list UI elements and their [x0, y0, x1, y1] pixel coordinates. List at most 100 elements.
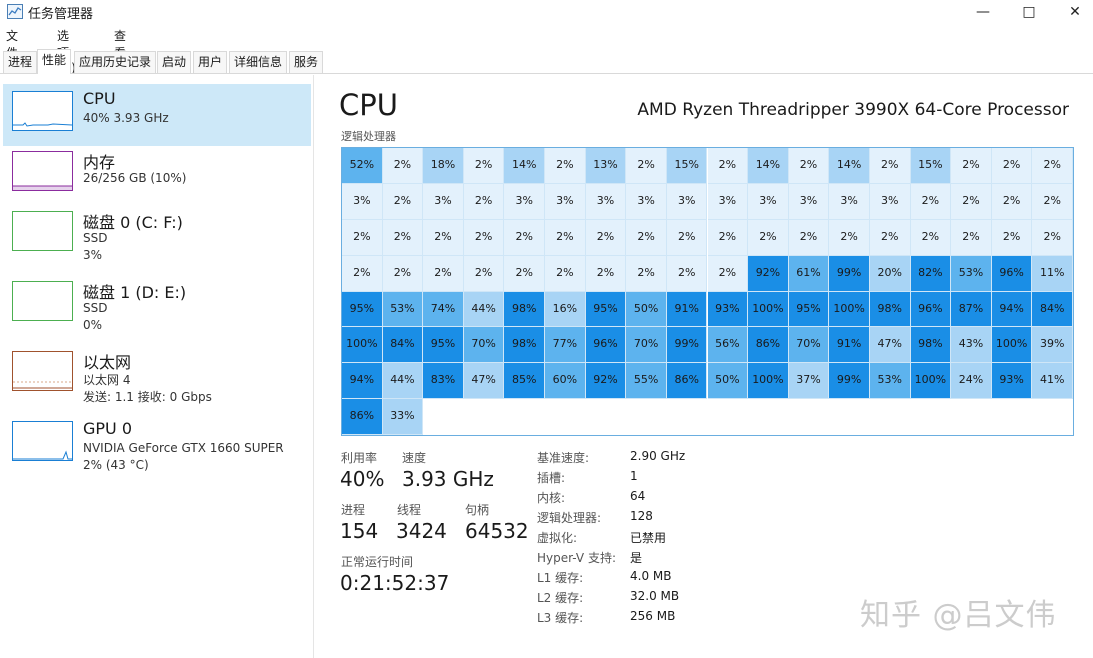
utilization-label: 利用率 — [341, 451, 378, 465]
logical-processors-label: 逻辑处理器 — [341, 130, 396, 143]
logical-processor-cell: 70% — [788, 327, 830, 364]
logical-processor-cell: 43% — [951, 327, 992, 364]
logical-processor-cell: 2% — [382, 219, 424, 256]
tab-details[interactable]: 详细信息 — [229, 51, 288, 73]
info-key: 插槽: — [537, 471, 566, 485]
logical-processor-cell: 95% — [788, 291, 830, 328]
sidebar-item-disk-1[interactable]: 磁盘 1 (D: E:) SSD 0% — [3, 274, 311, 336]
minimize-icon: — — [976, 4, 990, 20]
sidebar-item-label: 磁盘 1 (D: E:) — [83, 283, 187, 302]
page-title: CPU — [339, 88, 398, 122]
ethernet-mini-graph — [12, 351, 73, 391]
tab-users[interactable]: 用户 — [193, 51, 228, 73]
logical-processor-cell: 100% — [829, 291, 870, 328]
tab-startup[interactable]: 启动 — [157, 51, 192, 73]
logical-processor-cell: 3% — [585, 183, 627, 220]
logical-processor-cell: 3% — [545, 183, 586, 220]
tab-app-history[interactable]: 应用历史记录 — [74, 51, 157, 73]
logical-processor-cell: 3% — [423, 183, 464, 220]
tab-bar: 进程 性能 应用历史记录 启动 用户 详细信息 服务 — [0, 49, 1093, 74]
logical-processor-cell: 2% — [342, 255, 383, 292]
logical-processor-cell: 2% — [951, 183, 992, 220]
logical-processor-cell: 3% — [748, 183, 789, 220]
logical-processor-cell: 85% — [504, 363, 546, 400]
logical-processor-cell: 14% — [829, 148, 870, 184]
info-key: L3 缓存: — [537, 611, 584, 625]
logical-processor-cell: 86% — [342, 399, 383, 435]
sidebar-item-disk-0[interactable]: 磁盘 0 (C: F:) SSD 3% — [3, 204, 311, 266]
memory-mini-graph — [12, 151, 73, 191]
sidebar-item-label: 磁盘 0 (C: F:) — [83, 213, 183, 232]
logical-processor-cell: 2% — [707, 148, 749, 184]
logical-processor-cell: 15% — [666, 148, 708, 184]
info-key: 内核: — [537, 491, 566, 505]
logical-processor-cell: 100% — [748, 291, 789, 328]
tab-services[interactable]: 服务 — [289, 51, 324, 73]
info-key: 逻辑处理器: — [537, 511, 602, 525]
logical-processor-cell: 2% — [545, 219, 586, 256]
logical-processor-cell: 2% — [626, 219, 667, 256]
disk-1-mini-graph — [12, 281, 73, 321]
logical-processor-cell: 86% — [666, 363, 708, 400]
logical-processor-cell: 2% — [342, 219, 383, 256]
logical-processor-cell: 2% — [463, 148, 505, 184]
logical-processor-cell: 18% — [423, 148, 464, 184]
info-value: 1 — [630, 469, 638, 483]
info-value: 32.0 MB — [630, 589, 680, 603]
title-bar: 任务管理器 — □ ✕ — [0, 0, 1093, 26]
sidebar-item-gpu[interactable]: GPU 0 NVIDIA GeForce GTX 1660 SUPER 2% (… — [3, 414, 311, 476]
sidebar-item-memory[interactable]: 内存 26/256 GB (10%) — [3, 144, 311, 206]
logical-processor-cell: 2% — [463, 219, 505, 256]
sidebar-item-cpu[interactable]: CPU 40% 3.93 GHz — [3, 84, 311, 146]
logical-processor-cell: 11% — [1032, 255, 1073, 292]
uptime-value: 0:21:52:37 — [340, 571, 450, 595]
info-value: 是 — [630, 551, 643, 565]
logical-processor-cell: 100% — [342, 327, 383, 364]
sidebar: CPU 40% 3.93 GHz 内存 26/256 GB (10%) 磁盘 0… — [0, 75, 314, 658]
maximize-button[interactable]: □ — [1007, 0, 1051, 24]
processes-label: 进程 — [341, 503, 366, 517]
logical-processor-cell: 14% — [748, 148, 789, 184]
logical-processor-cell: 3% — [666, 183, 708, 220]
logical-processor-cell: 82% — [910, 255, 952, 292]
logical-processor-cell: 98% — [910, 327, 952, 364]
logical-processor-cell: 15% — [910, 148, 952, 184]
logical-processor-cell: 95% — [423, 327, 464, 364]
logical-processor-cell: 41% — [1032, 363, 1073, 400]
sidebar-item-detail: 26/256 GB (10%) — [83, 171, 187, 185]
logical-processor-cell: 44% — [463, 291, 505, 328]
logical-processor-cell: 20% — [869, 255, 911, 292]
logical-processor-cell: 2% — [1032, 219, 1073, 256]
logical-processor-cell: 2% — [951, 148, 992, 184]
logical-processor-cell: 2% — [504, 219, 546, 256]
logical-processor-cell: 52% — [342, 148, 383, 184]
logical-processor-cell: 61% — [788, 255, 830, 292]
logical-processor-cell: 70% — [463, 327, 505, 364]
minimize-button[interactable]: — — [961, 0, 1005, 24]
logical-processor-cell: 2% — [626, 148, 667, 184]
logical-processor-cell: 3% — [626, 183, 667, 220]
logical-processor-cell: 2% — [788, 219, 830, 256]
info-key: 基准速度: — [537, 451, 590, 465]
logical-processor-cell: 2% — [951, 219, 992, 256]
logical-processor-cell: 2% — [463, 183, 505, 220]
logical-processor-cell: 2% — [991, 148, 1033, 184]
logical-processor-cell: 99% — [829, 363, 870, 400]
logical-processor-cell: 2% — [748, 219, 789, 256]
logical-processor-cell: 13% — [585, 148, 627, 184]
tab-processes[interactable]: 进程 — [3, 51, 38, 73]
logical-processor-cell: 2% — [991, 219, 1033, 256]
sidebar-item-detail: 3% — [83, 248, 103, 262]
tab-performance[interactable]: 性能 — [37, 49, 72, 74]
logical-processor-cell: 39% — [1032, 327, 1073, 364]
logical-processor-cell: 2% — [1032, 183, 1073, 220]
info-value: 4.0 MB — [630, 569, 672, 583]
sidebar-item-ethernet[interactable]: 以太网 以太网 4 发送: 1.1 接收: 0 Gbps — [3, 344, 311, 406]
logical-processor-cell: 24% — [951, 363, 992, 400]
logical-processor-cell: 56% — [707, 327, 749, 364]
logical-processor-cell: 2% — [382, 148, 424, 184]
logical-processor-cell: 44% — [382, 363, 424, 400]
sidebar-item-detail: 发送: 1.1 接收: 0 Gbps — [83, 390, 212, 404]
logical-processor-cell: 2% — [585, 255, 627, 292]
close-button[interactable]: ✕ — [1053, 0, 1093, 24]
